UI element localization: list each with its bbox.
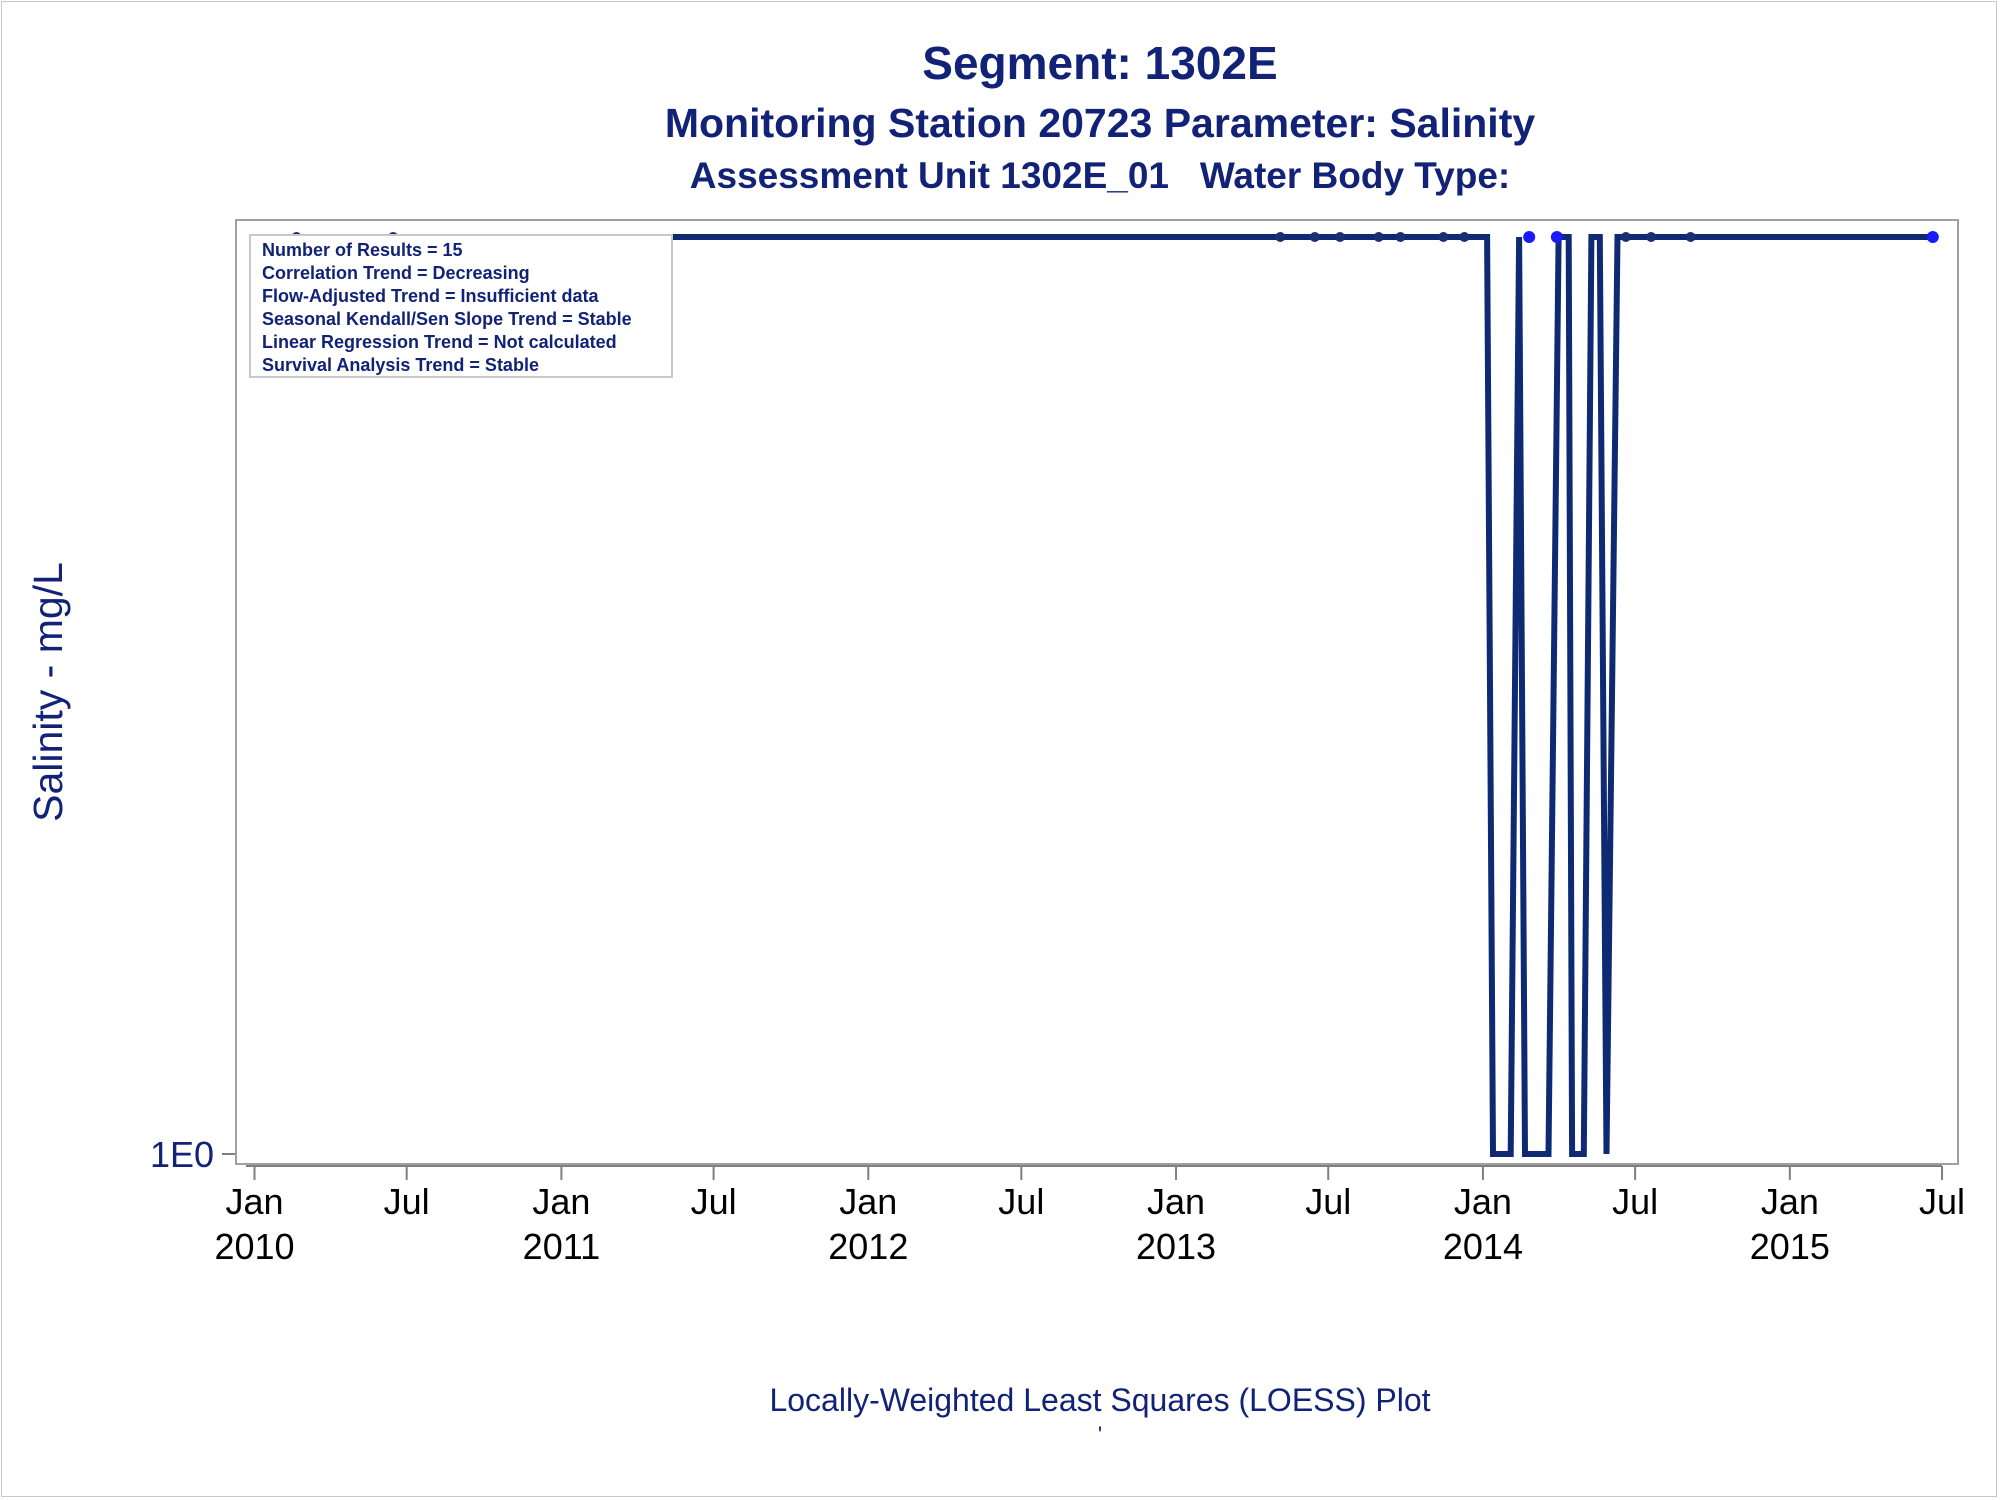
loess-line — [296, 234, 1933, 1157]
stats-legend: Number of Results = 15 Correlation Trend … — [249, 234, 673, 378]
series-layer — [296, 234, 1933, 1157]
x-tick-label: Jan — [225, 1181, 283, 1222]
x-tick-year-label: 2011 — [523, 1226, 600, 1267]
data-point-censored — [1438, 232, 1449, 242]
x-tick-label: Jul — [691, 1181, 737, 1222]
x-tick-label: Jul — [1612, 1181, 1658, 1222]
data-point-censored — [1685, 232, 1696, 242]
data-point-detect — [1523, 231, 1536, 243]
x-tick-year-label: 2013 — [1136, 1226, 1216, 1267]
x-tick-label: Jul — [1305, 1181, 1351, 1222]
stats-legend-line: Flow-Adjusted Trend = Insufficient data — [262, 286, 600, 306]
x-tick-year-label: 2015 — [1750, 1226, 1830, 1267]
chart-subtitle-assessment: Assessment Unit 1302E_01 Water Body Type… — [689, 155, 1511, 196]
data-point-censored — [1620, 232, 1631, 242]
x-tick-label: Jan — [1761, 1181, 1819, 1222]
data-point-censored — [1646, 232, 1657, 242]
footnote: Locally-Weighted Least Squares (LOESS) P… — [769, 1382, 1431, 1418]
data-point-censored — [1335, 232, 1345, 242]
y-axis: 1E0 — [150, 1134, 236, 1175]
x-tick-label: Jan — [532, 1181, 590, 1222]
data-point-censored — [1373, 232, 1384, 242]
chart-title: Segment: 1302E — [922, 37, 1278, 89]
x-tick-year-label: 2012 — [828, 1226, 908, 1267]
plot-border — [235, 219, 1959, 1165]
x-tick-label: Jan — [839, 1181, 897, 1222]
x-tick-year-label: 2010 — [214, 1226, 294, 1267]
data-point-censored — [1275, 232, 1286, 242]
y-axis-label: Salinity - mg/L — [25, 562, 71, 822]
x-tick-year-label: 2014 — [1443, 1226, 1523, 1267]
stats-legend-line: Survival Analysis Trend = Stable — [262, 355, 539, 375]
stats-legend-line: Seasonal Kendall/Sen Slope Trend = Stabl… — [262, 309, 632, 329]
x-tick-label: Jul — [384, 1181, 430, 1222]
x-tick-label: Jul — [998, 1181, 1044, 1222]
stats-legend-line: Linear Regression Trend = Not calculated — [262, 332, 617, 352]
x-tick-label: Jul — [1919, 1181, 1965, 1222]
stats-legend-line: Number of Results = 15 — [262, 240, 463, 260]
x-tick-label: Jan — [1454, 1181, 1512, 1222]
data-point-censored — [1395, 232, 1406, 242]
footnote-mark: ' — [1097, 1422, 1103, 1447]
x-tick-label: Jan — [1147, 1181, 1205, 1222]
data-point-censored — [1459, 232, 1470, 242]
data-point-detect — [1550, 231, 1563, 243]
stats-legend-frame — [249, 234, 673, 378]
chart-subtitle-station: Monitoring Station 20723 Parameter: Sali… — [664, 100, 1536, 146]
stats-legend-line: Correlation Trend = Decreasing — [262, 263, 530, 283]
y-tick-label: 1E0 — [150, 1134, 214, 1175]
data-point-detect — [1926, 231, 1939, 243]
data-point-censored — [1309, 232, 1320, 242]
